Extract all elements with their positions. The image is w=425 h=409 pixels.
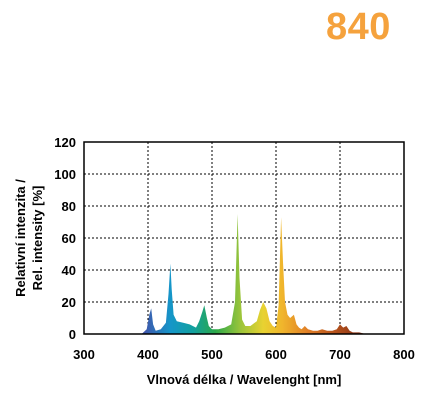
y-tick-label: 60	[62, 231, 76, 246]
plot-frame	[83, 141, 405, 335]
y-tick-label: 100	[54, 167, 76, 182]
product-code-title: 840	[326, 6, 391, 48]
y-tick-label: 80	[62, 199, 76, 214]
y-axis-label-line1: Relativní intenzita /	[13, 179, 28, 297]
spectrum-area	[141, 214, 366, 334]
x-tick-label: 500	[201, 347, 223, 362]
y-tick-label: 120	[54, 135, 76, 150]
x-tick-label: 400	[137, 347, 159, 362]
x-tick-label: 700	[329, 347, 351, 362]
x-tick-label: 800	[393, 347, 415, 362]
x-axis-label: Vlnová délka / Wavelenght [nm]	[147, 372, 342, 387]
x-tick-label: 600	[265, 347, 287, 362]
y-tick-label: 0	[69, 327, 76, 342]
x-tick-label: 300	[73, 347, 95, 362]
y-axis-label-line2: Rel. intensity [%]	[30, 186, 45, 291]
grid-lines	[84, 142, 404, 334]
y-tick-label: 20	[62, 295, 76, 310]
y-tick-labels: 0 20 40 60 80 100 120	[54, 135, 76, 342]
x-tick-labels: 300 400 500 600 700 800	[73, 347, 415, 362]
y-tick-label: 40	[62, 263, 76, 278]
